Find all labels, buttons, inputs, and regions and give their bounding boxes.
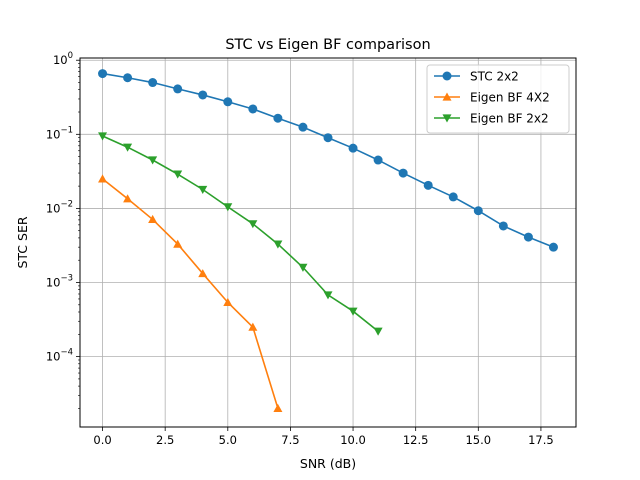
data-point xyxy=(548,242,558,252)
data-point xyxy=(148,156,158,165)
legend-item: Eigen BF 4X2 xyxy=(434,91,550,105)
legend: STC 2x2 Eigen BF 4X2 Eigen BF 2x2 xyxy=(426,64,570,134)
x-tick-label: 17.5 xyxy=(528,433,554,447)
data-point xyxy=(323,291,333,300)
data-point xyxy=(173,170,183,179)
x-tick-label: 7.5 xyxy=(281,433,299,447)
data-point xyxy=(298,263,308,272)
data-point xyxy=(148,214,158,224)
data-point xyxy=(448,192,458,202)
data-point xyxy=(248,220,258,229)
series-3 xyxy=(98,132,383,336)
data-point xyxy=(248,104,258,114)
data-point xyxy=(498,221,508,231)
series-2 xyxy=(98,174,283,412)
legend-marker xyxy=(442,71,452,81)
x-axis-label: SNR (dB) xyxy=(300,456,356,471)
data-point xyxy=(123,143,133,152)
data-point xyxy=(273,403,283,412)
x-tick-label: 0.0 xyxy=(93,433,111,447)
data-point xyxy=(348,307,358,316)
data-point xyxy=(423,180,433,190)
data-point xyxy=(198,185,208,195)
series-1 xyxy=(98,69,558,252)
series-layer xyxy=(98,69,558,412)
data-point xyxy=(398,168,408,178)
y-axis-label: STC SER xyxy=(15,216,30,268)
data-point xyxy=(373,327,383,336)
axes-frame xyxy=(79,57,577,428)
chart-title: STC vs Eigen BF comparison xyxy=(225,37,430,53)
legend-item: Eigen BF 2x2 xyxy=(434,112,549,126)
data-point xyxy=(223,297,233,306)
legend-label: Eigen BF 4X2 xyxy=(470,91,550,105)
data-point xyxy=(123,194,133,203)
data-point xyxy=(198,269,208,278)
data-point xyxy=(373,155,383,165)
data-point xyxy=(523,232,533,242)
x-axis: 0.0 2.5 5.0 7.5 10.0 12.5 15.0 17.5 xyxy=(93,427,554,447)
x-tick-label: 2.5 xyxy=(156,433,174,447)
data-point xyxy=(323,133,333,143)
data-point xyxy=(98,132,108,141)
legend-marker xyxy=(442,114,452,123)
data-point xyxy=(248,322,258,331)
data-point xyxy=(173,239,183,248)
x-tick-label: 15.0 xyxy=(465,433,491,447)
data-point xyxy=(348,143,358,153)
data-point xyxy=(198,90,208,100)
data-point xyxy=(273,240,283,249)
legend-item: STC 2x2 xyxy=(434,70,519,84)
legend-label: STC 2x2 xyxy=(470,70,519,84)
x-tick-label: 10.0 xyxy=(340,433,366,447)
legend-marker xyxy=(442,92,452,101)
legend-label: Eigen BF 2x2 xyxy=(470,112,549,126)
data-point xyxy=(123,73,133,83)
x-tick-label: 12.5 xyxy=(403,433,429,447)
legend-box xyxy=(426,64,570,134)
data-point xyxy=(223,97,233,107)
data-point xyxy=(298,122,308,132)
data-point xyxy=(98,69,108,79)
data-point xyxy=(473,206,483,216)
data-point xyxy=(148,78,158,88)
data-point xyxy=(223,203,233,212)
series-line xyxy=(102,135,379,332)
data-point xyxy=(173,84,183,94)
data-point xyxy=(98,174,108,183)
x-tick-label: 5.0 xyxy=(219,433,237,447)
data-point xyxy=(273,113,283,123)
